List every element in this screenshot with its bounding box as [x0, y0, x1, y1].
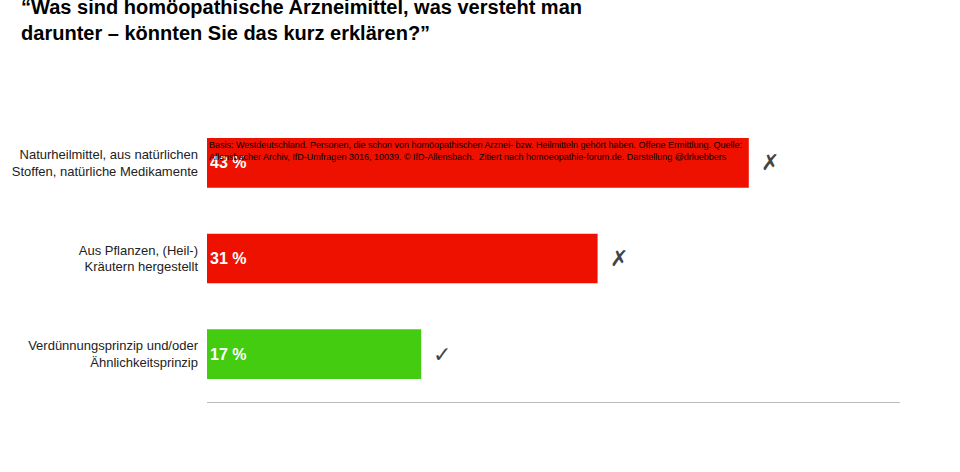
svg-text:✗: ✗ [761, 150, 779, 175]
svg-text:✗: ✗ [610, 246, 628, 271]
svg-text:✓: ✓ [433, 342, 451, 367]
svg-text:31 %: 31 % [210, 250, 246, 267]
svg-text:17 %: 17 % [210, 346, 246, 363]
svg-text:Naturheilmittel, aus natürlich: Naturheilmittel, aus natürlichenStoffen,… [12, 147, 198, 179]
svg-text:“Was sind homöopathische Arzne: “Was sind homöopathische Arzneimittel, w… [21, 0, 582, 44]
svg-text:43 %: 43 % [210, 154, 246, 171]
svg-text:Aus Pflanzen, (Heil-)Kräutern: Aus Pflanzen, (Heil-)Kräutern hergestell… [79, 243, 199, 275]
svg-text:Basis: Westdeutschland. Person: Basis: Westdeutschland. Personen, die sc… [209, 140, 742, 162]
svg-text:Verdünnungsprinzip und/oderÄhn: Verdünnungsprinzip und/oderÄhnlichkeitsp… [28, 338, 199, 370]
